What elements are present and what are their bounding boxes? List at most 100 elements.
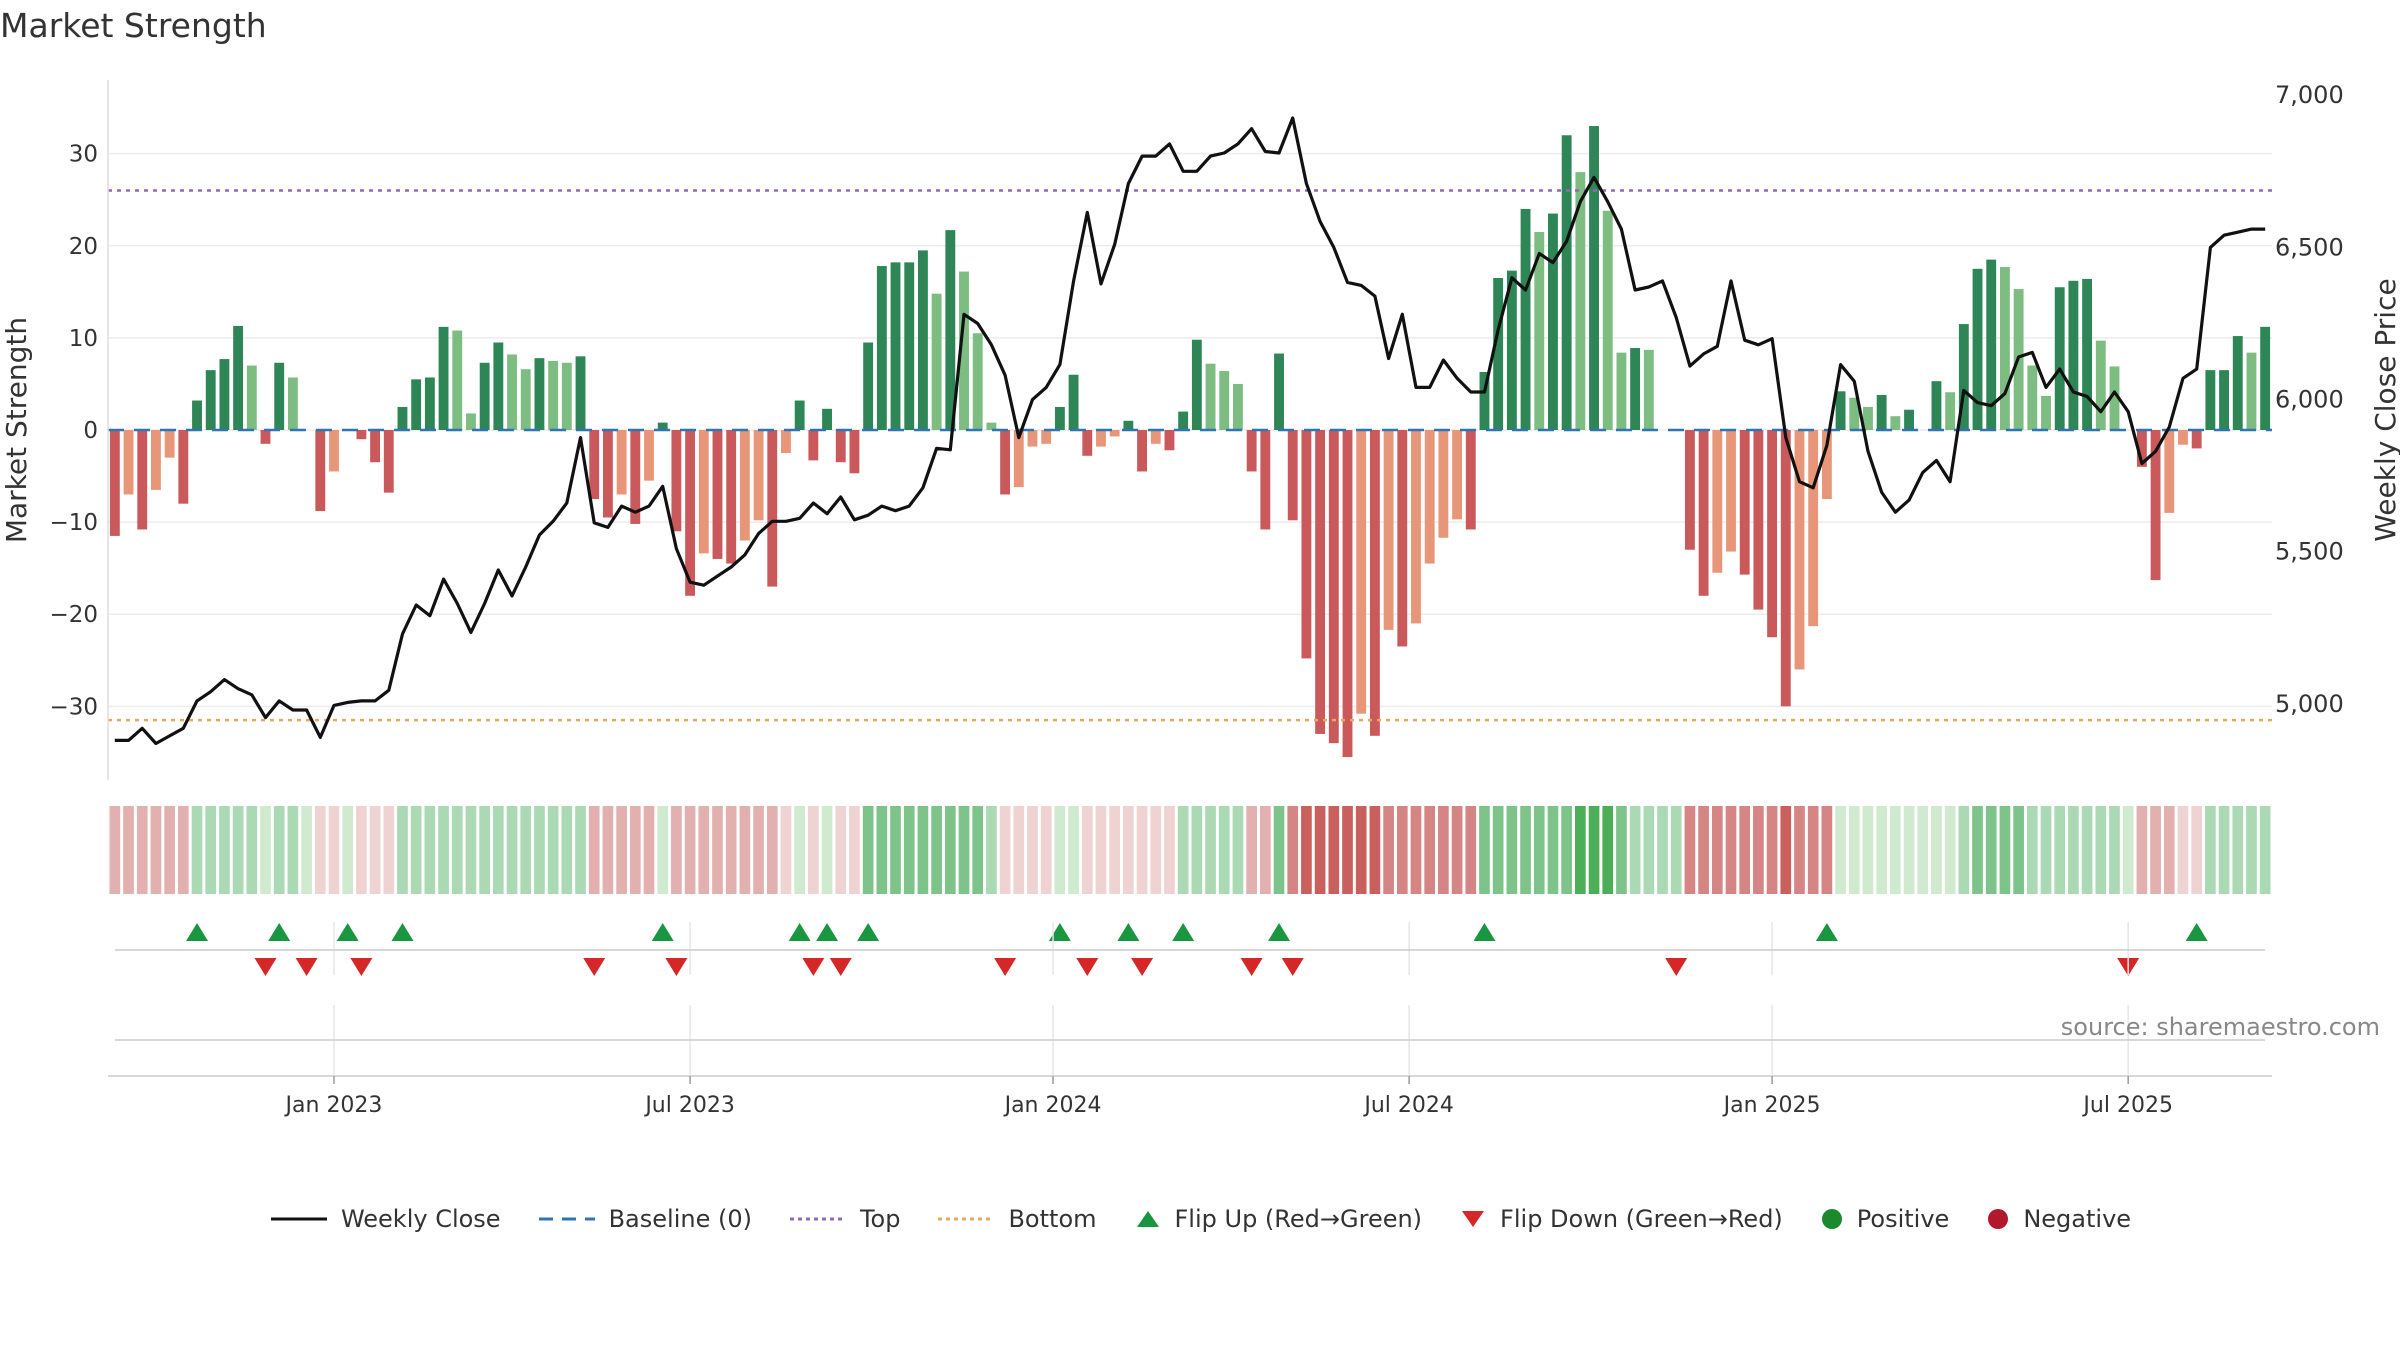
flip-down-marker <box>295 958 318 976</box>
strip-cell <box>1876 806 1887 894</box>
strength-bar <box>1780 430 1791 707</box>
strip-cell <box>1629 806 1641 894</box>
strength-bar <box>1274 353 1284 430</box>
weekly-close-line <box>114 116 2266 746</box>
flip-down-marker <box>829 958 852 976</box>
strength-bar <box>2191 430 2202 449</box>
strength-bar <box>1548 213 1558 430</box>
strength-bar <box>1383 430 1394 630</box>
strip-cell <box>2013 806 2024 894</box>
strength-bar <box>630 430 641 524</box>
strength-bar <box>123 430 134 495</box>
x-tick-label: Jan 2023 <box>284 1093 383 1118</box>
strip-cell <box>246 806 258 894</box>
legend-item: Flip Down (Green→Red) <box>1458 1205 1783 1233</box>
strip-cell <box>1684 806 1696 894</box>
strength-bar <box>1931 381 1942 430</box>
strength-bar <box>1465 430 1476 530</box>
flip-down-marker <box>583 958 606 976</box>
strip-cell <box>1081 806 1093 894</box>
strip-cell <box>1342 806 1353 894</box>
strength-bar <box>1123 420 1134 430</box>
strip-cell <box>1355 806 1367 894</box>
strip-cell <box>1616 806 1627 894</box>
strip-cell <box>1451 806 1463 894</box>
strip-cell <box>1068 806 1079 894</box>
strength-bar <box>548 360 559 430</box>
strength-bar <box>233 325 244 430</box>
strip-cell <box>1301 806 1312 894</box>
strength-bar <box>822 408 832 430</box>
strength-bar <box>1520 208 1531 430</box>
flip-up-marker <box>336 923 359 941</box>
strength-bar <box>2260 326 2271 430</box>
strength-bar <box>219 359 230 430</box>
y2-tick-label: 7,000 <box>2275 81 2344 109</box>
strip-cell <box>1711 806 1723 894</box>
strip-cell <box>356 806 367 894</box>
dashed-line-icon <box>537 1209 609 1229</box>
strip-cell <box>1438 806 1449 894</box>
flip-up-marker <box>2185 923 2208 941</box>
strength-bar <box>602 430 613 518</box>
strip-cell <box>410 806 422 894</box>
strength-bar <box>1233 383 1243 430</box>
strip-cell <box>2191 806 2203 894</box>
strip-cell <box>671 806 682 894</box>
strength-bar <box>1808 430 1819 627</box>
strip-cell <box>794 806 805 894</box>
strength-bar <box>1219 371 1230 430</box>
dotted-line-icon <box>788 1209 860 1229</box>
strength-bar <box>1821 430 1832 500</box>
flip-up-marker <box>1048 923 1071 941</box>
flip-up-marker <box>816 923 839 941</box>
strip-cell <box>643 806 655 894</box>
strength-bar <box>1205 363 1216 430</box>
axes: 30 20 10 0 −10 −20 −30 7,000 6,500 6,000 5,500 5,00… <box>0 80 2400 780</box>
strength-bar <box>452 330 463 430</box>
strip-cell <box>944 806 956 894</box>
strength-bar <box>438 326 449 430</box>
strip-cell <box>1862 806 1874 894</box>
flip-up-marker <box>1172 923 1195 941</box>
strength-bar <box>1068 374 1079 430</box>
strip-cell <box>1821 806 1833 894</box>
strip-cell <box>1547 806 1559 894</box>
strip-cell <box>1698 806 1709 894</box>
flip-markers <box>186 923 2208 976</box>
strip-cell <box>397 806 408 894</box>
strip-cell <box>369 806 381 894</box>
strength-bar <box>1191 339 1202 430</box>
strength-bar <box>616 430 627 495</box>
strip-cell <box>1369 806 1381 894</box>
strength-bar <box>781 430 791 454</box>
strength-bar <box>1493 278 1504 430</box>
strength-bar <box>1000 430 1011 495</box>
strip-cell <box>1123 806 1134 894</box>
strength-bar <box>890 262 901 430</box>
strip-cell <box>2095 806 2107 894</box>
strength-bar <box>1698 430 1709 596</box>
strip-cell <box>657 806 669 894</box>
strip-cell <box>205 806 217 894</box>
strip-cell <box>2246 806 2257 894</box>
strength-bars <box>109 126 2271 757</box>
strip-cell <box>1890 806 1901 894</box>
strip-cell <box>1602 806 1614 894</box>
legend-label: Negative <box>2023 1205 2132 1233</box>
strip-cell <box>520 806 532 894</box>
strip-cell <box>766 806 778 894</box>
strength-bar <box>2027 365 2038 430</box>
strength-bar <box>315 430 326 512</box>
strength-bar <box>1863 406 1873 430</box>
strength-bar <box>178 430 189 504</box>
source-credit: source: sharemaestro.com <box>2060 1013 2380 1041</box>
strip-cell <box>1958 806 1970 894</box>
triangle-down-icon <box>1458 1208 1500 1230</box>
strength-bar <box>1890 416 1901 430</box>
strip-cell <box>862 806 874 894</box>
strip-cell <box>383 806 395 894</box>
strength-bar <box>1726 430 1736 552</box>
flip-down-marker <box>350 958 373 976</box>
strip-cell <box>2109 806 2120 894</box>
